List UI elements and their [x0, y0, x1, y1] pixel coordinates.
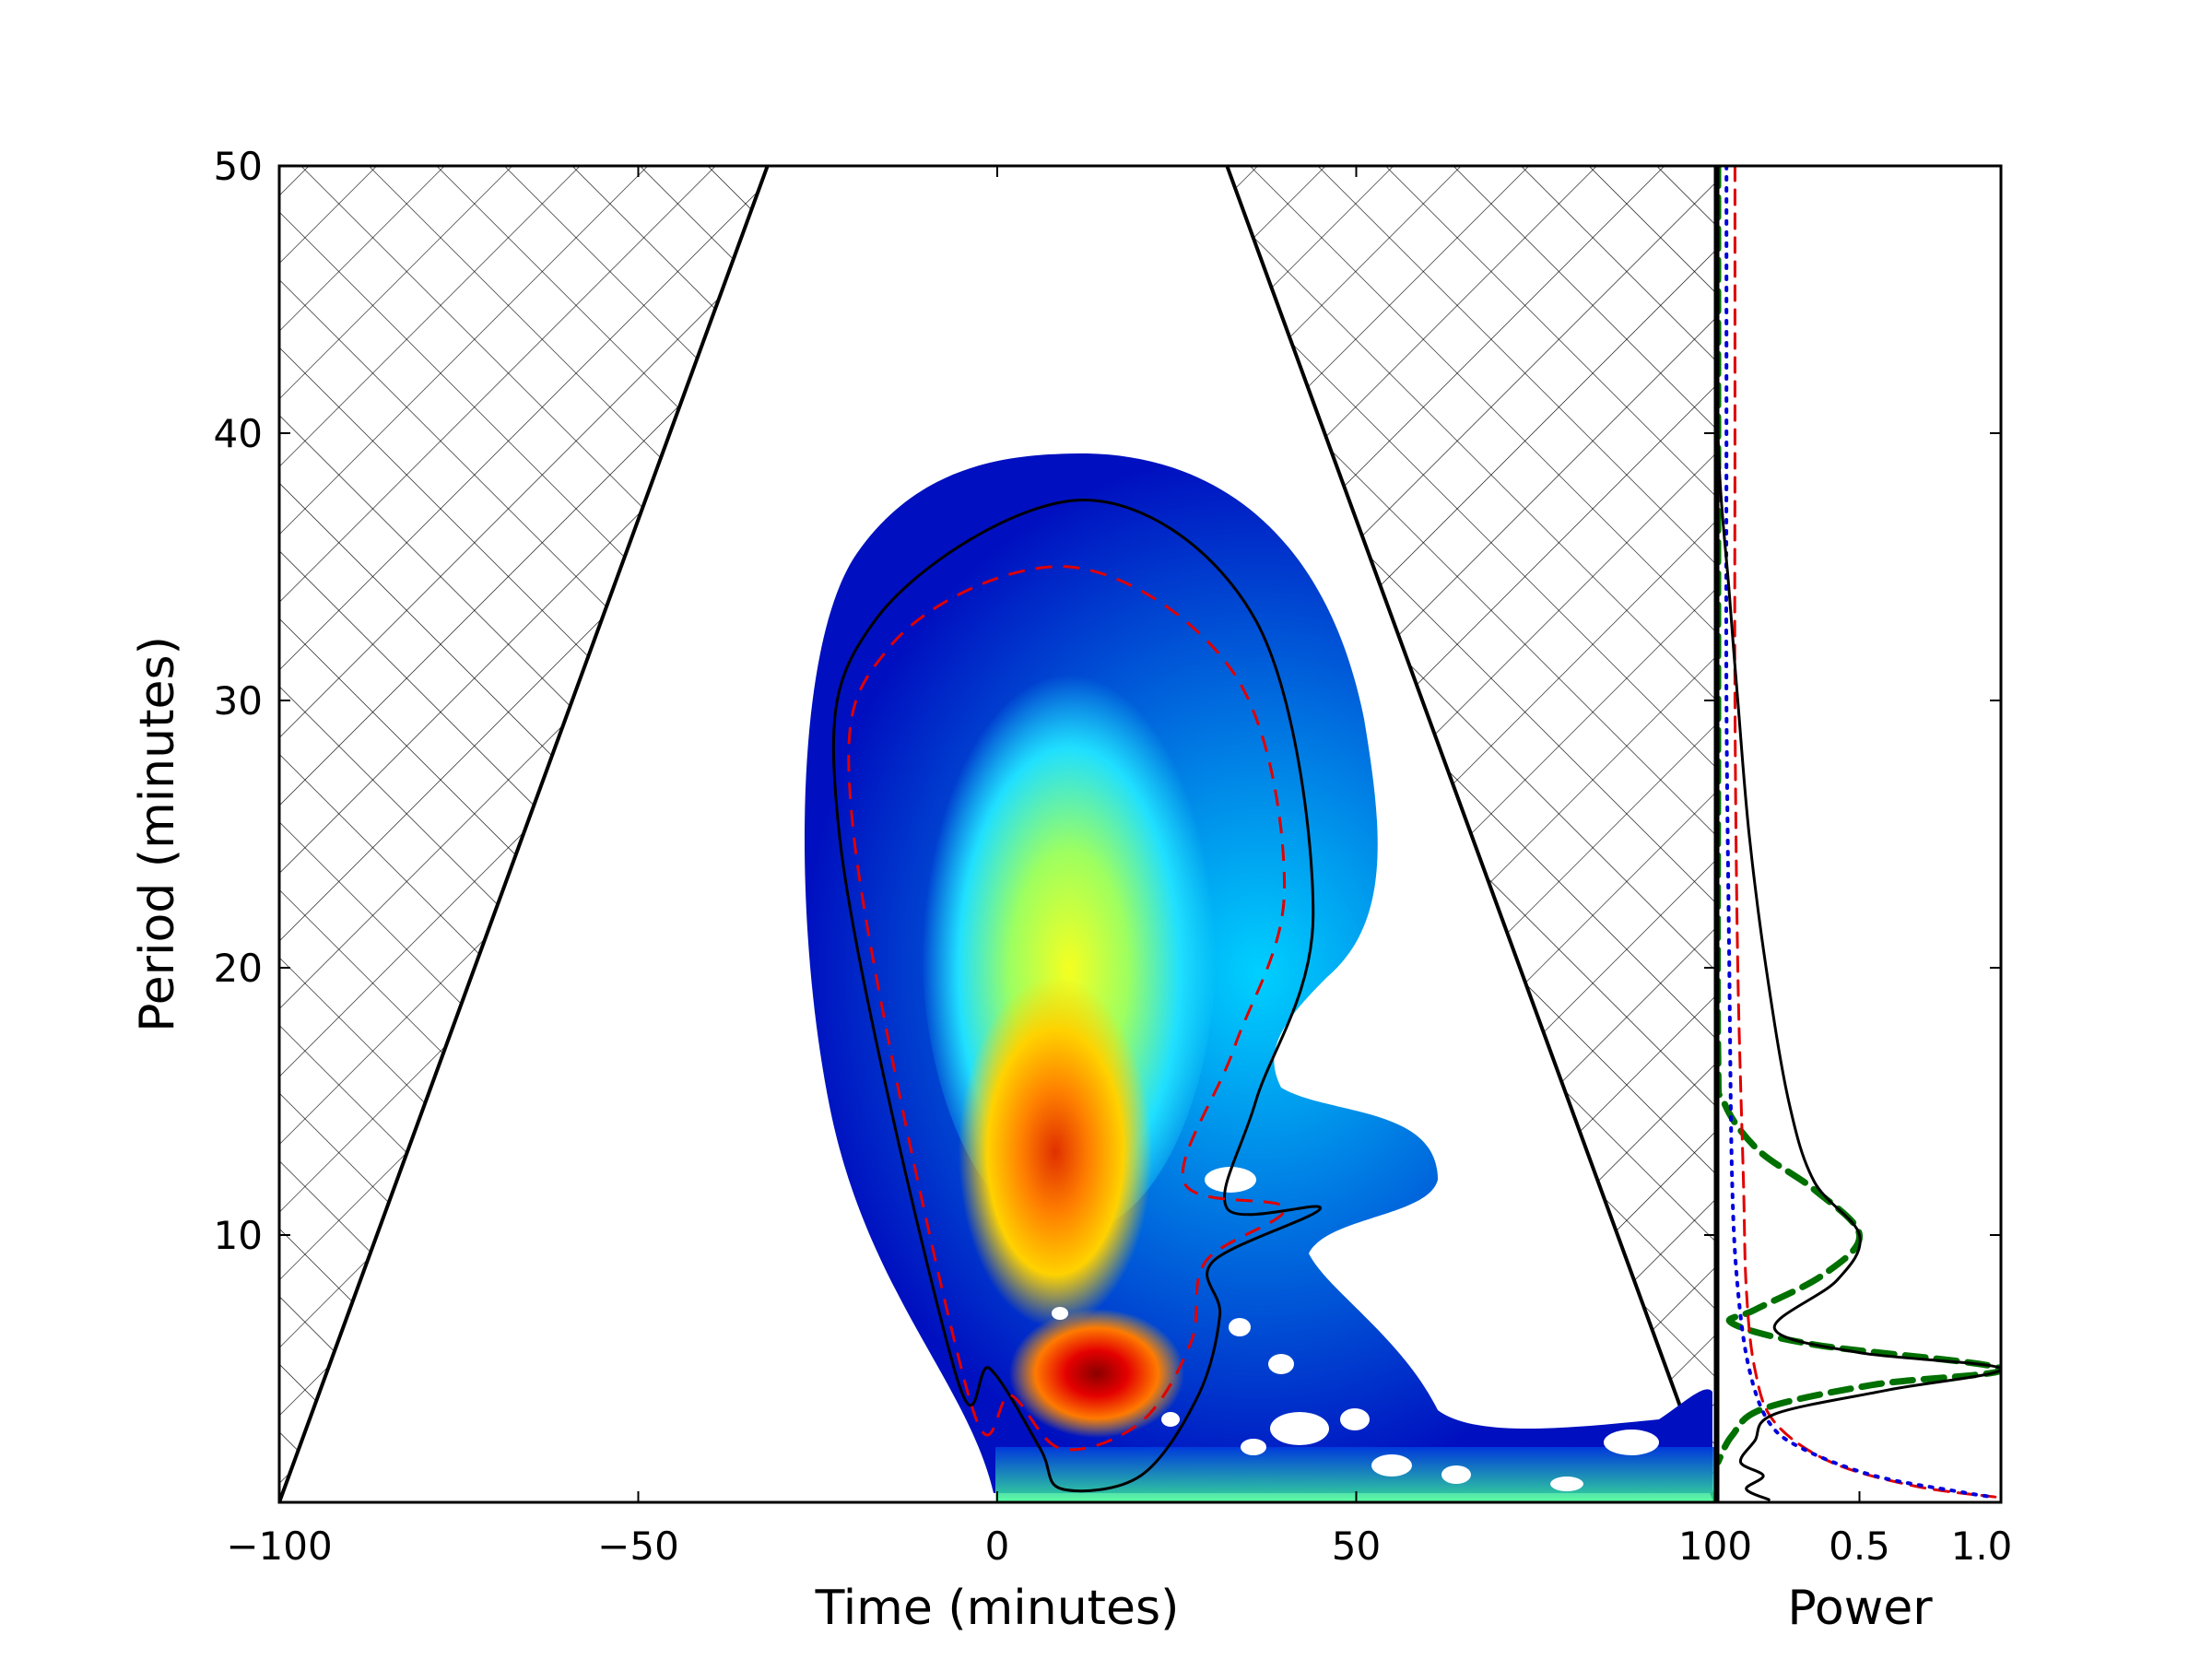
y-tick-label: 10 [214, 1213, 263, 1258]
significance-contour-dashed [847, 565, 1287, 1452]
main-y-ticks: 10 20 30 40 50 [214, 144, 1715, 1258]
side-axes-frame [1716, 164, 2003, 1504]
global-power-series [1718, 166, 2001, 1501]
power-x-tick-label: 0.5 [1829, 1524, 1890, 1569]
power-floor-band [995, 1447, 1714, 1502]
cone-of-influence-right-edge [1225, 166, 1715, 1502]
power-region-hot [959, 977, 1152, 1327]
power-peak-core [1009, 1309, 1184, 1438]
power-heatmap [804, 453, 1714, 1502]
main-x-ticks: −100 −50 0 50 100 [226, 166, 1752, 1569]
global-power-axes: 0.5 1.0 Power [1716, 164, 2013, 1636]
x-tick-label: −50 [597, 1524, 679, 1569]
y-tick-label: 20 [214, 946, 263, 991]
power-x-tick-label: 1.0 [1951, 1524, 2013, 1569]
y-axis-label: Period (minutes) [130, 636, 185, 1032]
power-series-thick-dashed [1718, 166, 2001, 1465]
y-tick-label: 50 [214, 144, 263, 189]
significance-contour [831, 498, 1323, 1493]
x-axis-label: Time (minutes) [815, 1581, 1180, 1636]
side-x-ticks: 0.5 1.0 [1829, 165, 2013, 1569]
y-tick-label: 30 [214, 678, 263, 724]
x-tick-label: 0 [985, 1524, 1010, 1569]
power-series-solid [1718, 166, 2001, 1501]
power-holes [1052, 1167, 1659, 1491]
cone-of-influence-left-edge [279, 166, 770, 1502]
x-tick-label: 50 [1332, 1524, 1381, 1569]
power-series-dotted [1724, 166, 1994, 1500]
x-tick-label: −100 [226, 1524, 332, 1569]
x-tick-label: 100 [1678, 1524, 1752, 1569]
power-series-dashed [1733, 166, 1997, 1499]
power-axis-label: Power [1787, 1581, 1933, 1636]
y-tick-label: 40 [214, 411, 263, 456]
